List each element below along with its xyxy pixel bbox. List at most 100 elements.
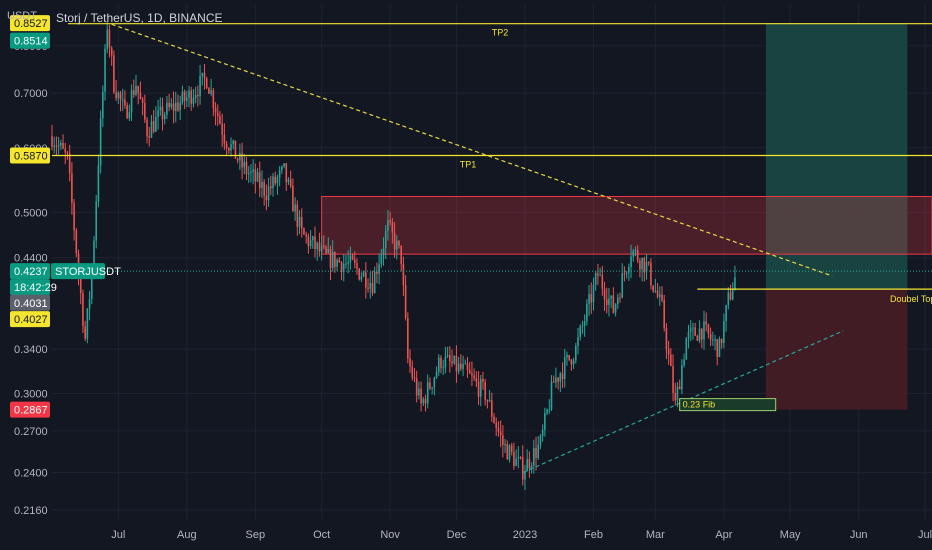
candle: [311, 235, 314, 249]
candle-body: [128, 112, 131, 119]
candle: [108, 24, 111, 58]
candle: [252, 159, 254, 185]
candle-body: [298, 216, 301, 227]
candle: [621, 263, 624, 299]
candle: [395, 234, 398, 260]
candle-body: [415, 378, 418, 396]
candle: [223, 123, 226, 150]
candle: [502, 425, 504, 458]
candle: [197, 85, 199, 107]
fib-label-box[interactable]: [679, 398, 777, 412]
candle-body: [486, 399, 489, 402]
candle-body: [296, 204, 299, 227]
candle-body: [210, 90, 212, 94]
candle: [356, 258, 358, 275]
candle: [144, 94, 146, 123]
candle-body: [82, 293, 84, 326]
candle-body: [278, 170, 281, 178]
candle-body: [265, 195, 268, 201]
candle-body: [689, 328, 692, 332]
candle-body: [482, 378, 484, 382]
candle-body: [610, 295, 612, 299]
candle: [437, 354, 440, 376]
candle: [431, 386, 433, 395]
candle: [457, 356, 460, 375]
candle-body: [274, 176, 277, 184]
candle-body: [718, 338, 721, 357]
candle-body: [336, 259, 338, 267]
candle: [714, 335, 716, 351]
candle-body: [433, 377, 436, 388]
candle-body: [57, 145, 60, 147]
candle-body: [552, 381, 555, 383]
candle-body: [391, 222, 394, 233]
candle: [546, 408, 548, 416]
supply-zone-rectangle[interactable]: [321, 195, 932, 255]
x-tick-label: Dec: [447, 529, 467, 541]
candle: [654, 278, 657, 293]
candle: [203, 64, 206, 90]
candle-body: [55, 145, 58, 147]
candle-body: [650, 262, 652, 286]
candle-body: [285, 163, 288, 183]
candle: [422, 396, 425, 407]
candle-body: [88, 299, 91, 309]
stop-loss-zone[interactable]: [765, 289, 908, 410]
candle-body: [601, 275, 604, 289]
candle: [727, 287, 730, 310]
candle: [316, 241, 319, 261]
price-tag: [10, 147, 50, 164]
candle-body: [435, 371, 438, 378]
candle-body: [676, 386, 679, 401]
candle-body: [723, 321, 725, 344]
candle-body: [725, 305, 727, 322]
candle-body: [700, 328, 703, 340]
candle: [287, 177, 290, 185]
candle: [289, 170, 292, 189]
candle-body: [247, 173, 250, 175]
candle: [703, 310, 705, 350]
candle: [570, 358, 573, 371]
candle: [539, 434, 542, 450]
candle: [265, 184, 268, 211]
candle: [477, 371, 480, 406]
resistance-trendline[interactable]: [111, 23, 833, 277]
candle: [495, 417, 498, 436]
candle-body: [411, 366, 414, 378]
candle-body: [455, 355, 458, 372]
time-axis[interactable]: Jul Aug Sep Oct Nov Dec 2023 Feb Mar Apr May Jun Jul: [111, 529, 932, 541]
candle-body: [289, 179, 292, 187]
candle-body: [658, 294, 661, 297]
candle: [663, 294, 666, 332]
candle-body: [407, 317, 409, 359]
x-tick-label: Nov: [380, 529, 400, 541]
candle: [468, 361, 471, 374]
candle: [84, 320, 86, 342]
profit-target-zone[interactable]: [765, 23, 908, 290]
candle-body: [283, 163, 285, 167]
candle: [723, 313, 725, 349]
candle-body: [225, 143, 228, 148]
candle-body: [524, 471, 526, 480]
candle: [239, 143, 241, 170]
candle: [250, 164, 252, 183]
candle: [521, 445, 524, 486]
candle-body: [232, 140, 235, 145]
price-tag: [10, 401, 50, 418]
candle-body: [236, 158, 239, 161]
candle-body: [579, 326, 582, 338]
candle: [219, 110, 221, 125]
candle: [426, 374, 429, 409]
candle-body: [616, 297, 619, 305]
candle-body: [186, 97, 188, 101]
candle: [698, 320, 701, 344]
candle-body: [309, 240, 312, 247]
candle: [446, 346, 449, 359]
candle: [674, 382, 677, 406]
candle: [150, 115, 153, 139]
candle: [384, 224, 387, 260]
candle: [97, 154, 100, 208]
candle: [424, 394, 427, 412]
candle: [537, 436, 540, 460]
